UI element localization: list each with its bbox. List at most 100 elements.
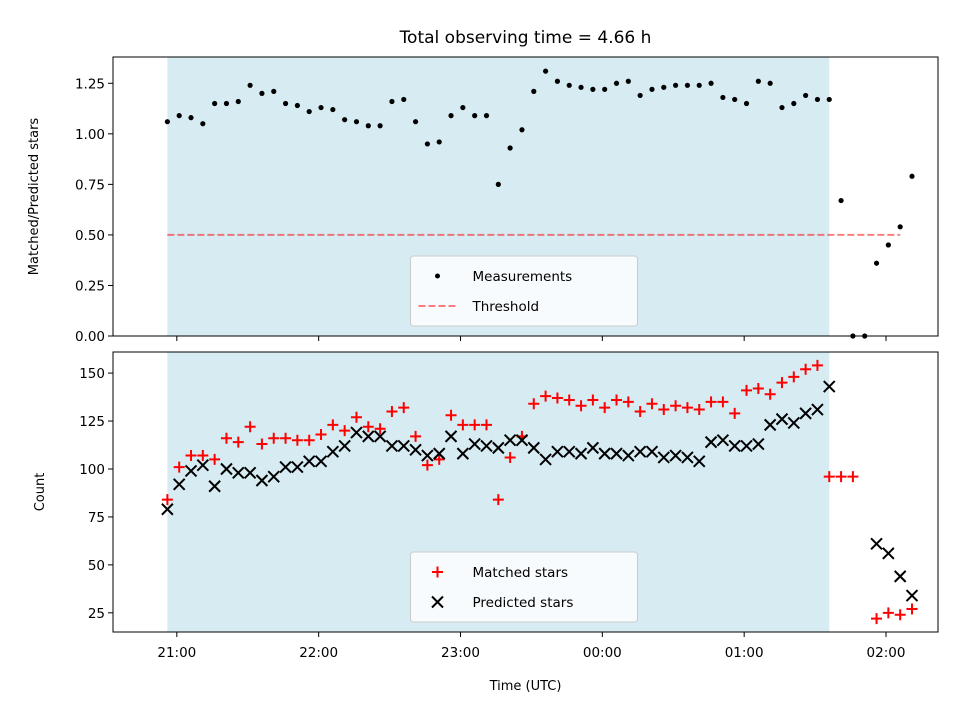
measurement-point <box>661 84 667 90</box>
measurement-point <box>873 260 880 266</box>
predicted-point <box>232 466 245 480</box>
measurement-point <box>365 123 371 129</box>
legend-plus-mark <box>432 566 443 578</box>
predicted-point <box>799 407 812 420</box>
matched-point <box>705 396 717 408</box>
measurement-point <box>684 82 691 88</box>
predicted-point <box>669 449 682 462</box>
time-x-axis: 21:00 22:00 23:00 00:00 01:00 02:00 <box>157 632 905 661</box>
x-tick-label: 02:00 <box>867 645 906 661</box>
predicted-point <box>882 547 895 560</box>
measurement-point <box>602 86 608 92</box>
legend-measurements-marker <box>435 273 440 279</box>
y-tick-label: 1.00 <box>75 127 105 143</box>
measurement-point <box>330 106 336 113</box>
legend-measurements-label: Measurements <box>473 269 573 285</box>
measurement-point <box>542 68 549 74</box>
measurement-point <box>282 100 289 107</box>
measurement-point <box>779 104 785 111</box>
x-tick-label: 00:00 <box>583 645 622 661</box>
matched-point <box>327 419 339 431</box>
legend-predicted-label: Predicted stars <box>473 595 574 611</box>
measurement-point <box>235 98 241 105</box>
legend-matched-label: Matched stars <box>473 565 569 581</box>
matched-point <box>575 400 587 412</box>
predicted-point <box>704 435 718 449</box>
predicted-point <box>196 458 210 472</box>
measurement-point <box>578 84 584 90</box>
y-tick-label: 100 <box>79 462 105 478</box>
predicted-point <box>409 443 422 457</box>
measurement-point <box>247 82 253 88</box>
predicted-point <box>763 418 777 432</box>
matched-point <box>906 603 918 615</box>
matched-point <box>315 428 327 440</box>
predicted-point <box>622 449 635 462</box>
x-tick-label: 01:00 <box>725 645 764 661</box>
count-legend-box <box>410 551 638 623</box>
measurement-point <box>200 121 206 127</box>
measurement-point <box>909 173 915 179</box>
predicted-point <box>740 439 753 453</box>
predicted-point <box>255 474 269 487</box>
y-tick-label: 0.75 <box>75 177 105 193</box>
predicted-point <box>811 403 824 416</box>
predicted-point <box>314 455 328 468</box>
measurement-point <box>353 119 360 125</box>
measurement-point <box>460 104 466 111</box>
x-tick-label: 23:00 <box>441 645 480 661</box>
predicted-point <box>657 451 670 464</box>
measurement-point <box>755 78 761 84</box>
predicted-point <box>775 412 789 426</box>
ratio-panel: 0.00 0.25 0.50 0.75 1.00 1.25 Total observing… <box>27 28 939 345</box>
x-tick-label: 21:00 <box>157 645 196 661</box>
predicted-point <box>492 441 505 455</box>
predicted-point <box>645 445 659 458</box>
measurement-point <box>613 80 620 86</box>
y-tick-label: 75 <box>88 510 105 526</box>
matched-point <box>693 404 705 416</box>
measurement-point <box>483 113 490 119</box>
measurement-point <box>897 224 903 230</box>
measurement-point <box>223 100 230 107</box>
predicted-point <box>563 445 576 458</box>
matched-point <box>563 394 575 406</box>
matched-point <box>528 398 540 410</box>
predicted-point <box>267 470 280 483</box>
measurement-point <box>732 96 738 103</box>
predicted-point <box>905 589 919 602</box>
ratio-legend-box <box>410 255 638 327</box>
legend-predicted-marker <box>431 595 444 609</box>
count-y-axis-label: Count <box>33 473 48 512</box>
matched-point <box>823 471 835 483</box>
measurement-point <box>259 90 265 96</box>
predicted-point <box>291 460 304 474</box>
matched-point <box>811 359 823 371</box>
legend-x-mark <box>431 595 444 609</box>
ratio-legend: Measurements Threshold <box>410 255 638 327</box>
matched-point <box>280 432 292 444</box>
predicted-point <box>397 439 410 453</box>
matched-point <box>540 390 552 402</box>
ratio-y-axis-label: Matched/Predicted stars <box>27 118 42 276</box>
count-panel: 25 50 75 100 125 150 21:00 22:00 23:00 00:00 01:0… <box>33 351 939 694</box>
predicted-point <box>870 537 883 550</box>
measurement-point <box>507 145 513 151</box>
predicted-point <box>433 447 446 460</box>
matched-point <box>776 377 788 389</box>
matched-star-points <box>161 359 918 625</box>
predicted-point <box>373 430 387 443</box>
measurement-point <box>814 96 821 103</box>
measurement-point <box>389 98 395 105</box>
matched-point <box>504 451 516 463</box>
predicted-point <box>279 460 292 474</box>
matched-point <box>161 494 173 506</box>
matched-point <box>634 405 646 417</box>
ratio-x-ticks <box>176 336 887 341</box>
measurement-point <box>743 100 750 107</box>
measurement-point <box>531 88 537 94</box>
matched-point <box>256 438 268 450</box>
measurement-point <box>164 119 170 125</box>
measurement-point <box>826 96 832 103</box>
measurement-point <box>412 119 419 125</box>
